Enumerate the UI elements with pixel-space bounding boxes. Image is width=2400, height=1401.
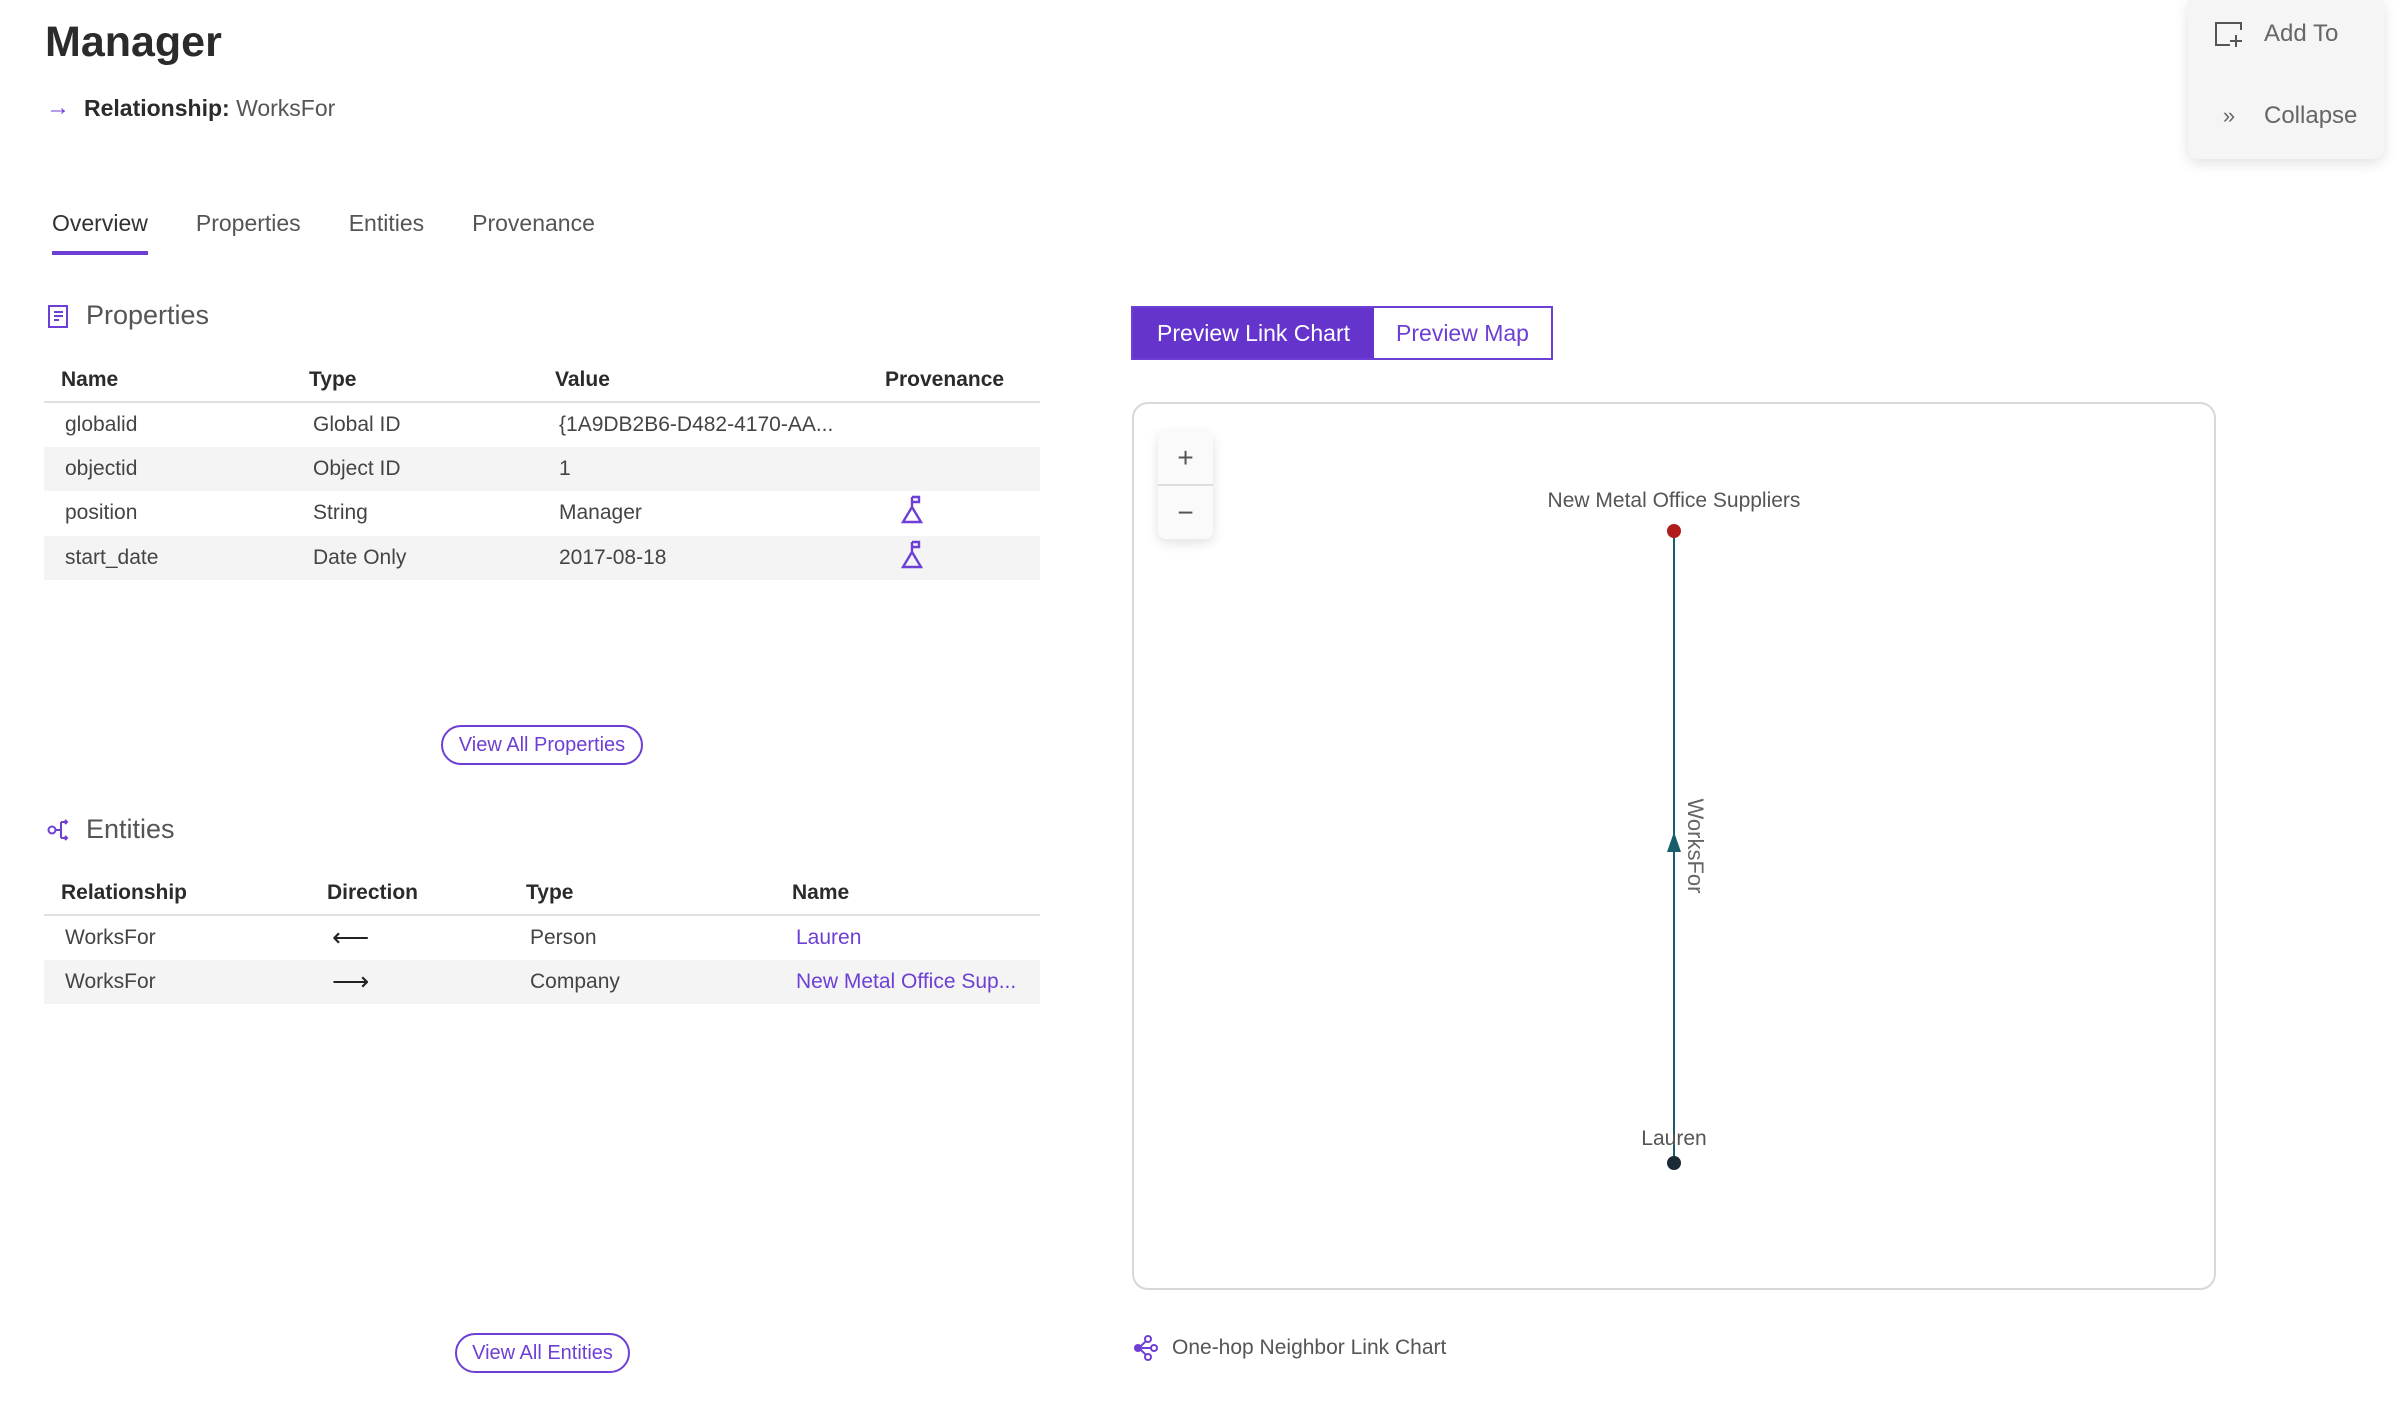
relationship-label: Relationship: bbox=[84, 94, 230, 121]
node-label-person: Lauren bbox=[1641, 1127, 1706, 1150]
entities-table: Relationship Direction Type Name WorksFo… bbox=[44, 871, 1040, 1005]
direction-arrow-icon: ⟵ bbox=[332, 922, 370, 953]
entities-icon bbox=[47, 818, 69, 841]
view-all-properties-button[interactable]: View All Properties bbox=[441, 725, 643, 765]
node-label-company: New Metal Office Suppliers bbox=[1548, 489, 1801, 512]
tab-provenance[interactable]: Provenance bbox=[472, 210, 595, 236]
column-header: Relationship bbox=[44, 871, 310, 916]
table-header: Name Type Value Provenance bbox=[44, 358, 1040, 403]
cell-relationship: WorksFor bbox=[44, 959, 310, 1005]
cell-value: {1A9DB2B6-D482-4170-AA... bbox=[559, 412, 834, 436]
properties-heading-text: Properties bbox=[86, 300, 210, 330]
properties-icon bbox=[48, 304, 68, 328]
node-company[interactable] bbox=[1667, 524, 1681, 538]
page-title: Manager bbox=[45, 18, 222, 66]
cell-value: 1 bbox=[538, 446, 868, 492]
table-row: objectid Object ID 1 bbox=[44, 446, 1040, 492]
cell-value: 2017-08-18 bbox=[538, 535, 868, 581]
column-header: Name bbox=[44, 358, 292, 403]
cell-name: globalid bbox=[65, 412, 138, 436]
tab-bar: Overview Properties Entities Provenance bbox=[52, 210, 595, 255]
cell-value: Manager bbox=[559, 501, 642, 525]
link-chart-caption: One-hop Neighbor Link Chart bbox=[1132, 1334, 1446, 1362]
tab-entities[interactable]: Entities bbox=[348, 210, 425, 236]
collapse-button[interactable]: » Collapse bbox=[2214, 102, 2358, 130]
preview-toggle: Preview Link Chart Preview Map bbox=[1131, 306, 1553, 360]
properties-heading: Properties bbox=[46, 300, 209, 331]
table-row: start_date Date Only 2017-08-18 bbox=[44, 535, 1040, 581]
double-chevron-right-icon: » bbox=[2222, 103, 2236, 128]
add-to-button[interactable]: Add To bbox=[2214, 20, 2338, 48]
cell-type: Date Only bbox=[292, 535, 538, 581]
cell-name: start_date bbox=[44, 535, 292, 581]
link-chart-icon bbox=[1134, 1335, 1158, 1361]
zoom-out-button[interactable]: − bbox=[1177, 496, 1194, 528]
entity-link[interactable]: New Metal Office Sup... bbox=[775, 959, 1040, 1005]
properties-table: Name Type Value Provenance globalid Globa… bbox=[44, 358, 1040, 581]
view-all-entities-button[interactable]: View All Entities bbox=[455, 1333, 630, 1373]
table-row: position String Manager bbox=[44, 491, 1040, 536]
cell-type: Person bbox=[530, 925, 597, 949]
table-row: WorksFor ⟶ Company New Metal Office Sup... bbox=[44, 959, 1040, 1005]
table-row: globalid Global ID {1A9DB2B6-D482-4170-AA.… bbox=[44, 402, 1040, 447]
column-header: Direction bbox=[310, 871, 509, 916]
entities-heading-text: Entities bbox=[86, 814, 175, 844]
zoom-in-button[interactable]: + bbox=[1158, 431, 1213, 486]
table-row: WorksFor ⟵ Person Lauren bbox=[44, 915, 1040, 960]
cell-type: Company bbox=[509, 959, 775, 1005]
cell-name: position bbox=[65, 501, 138, 525]
link-chart-canvas[interactable]: WorksFor New Metal Office Suppliers Laur… bbox=[1132, 402, 2216, 1290]
preview-map-button[interactable]: Preview Map bbox=[1374, 308, 1551, 358]
table-header: Relationship Direction Type Name bbox=[44, 871, 1040, 916]
preview-link-chart-button[interactable]: Preview Link Chart bbox=[1133, 308, 1374, 358]
cell-relationship: WorksFor bbox=[65, 925, 156, 949]
column-header: Type bbox=[292, 358, 538, 403]
entities-heading: Entities bbox=[46, 814, 175, 845]
collapse-label: Collapse bbox=[2264, 102, 2358, 129]
zoom-controls: + − bbox=[1158, 431, 1213, 539]
column-header: Name bbox=[775, 871, 1040, 916]
cell-type: Object ID bbox=[292, 446, 538, 492]
column-header: Value bbox=[538, 358, 868, 403]
column-header: Provenance bbox=[868, 358, 1040, 403]
column-header: Type bbox=[509, 871, 775, 916]
edge-label: WorksFor bbox=[1683, 799, 1708, 894]
provenance-icon[interactable] bbox=[898, 540, 926, 570]
edge-arrow-icon bbox=[1667, 832, 1681, 852]
relationship-subtitle: → Relationship: WorksFor bbox=[46, 94, 335, 122]
arrow-right-icon: → bbox=[46, 94, 70, 121]
node-person[interactable] bbox=[1667, 1156, 1681, 1170]
add-to-label: Add To bbox=[2264, 20, 2339, 47]
provenance-icon[interactable] bbox=[898, 495, 926, 525]
relationship-value: WorksFor bbox=[236, 94, 336, 121]
cell-type: String bbox=[313, 501, 368, 525]
action-panel: Add To » Collapse bbox=[2188, 0, 2384, 159]
cell-name: objectid bbox=[44, 446, 292, 492]
link-chart-caption-text: One-hop Neighbor Link Chart bbox=[1172, 1336, 1447, 1359]
direction-arrow-icon: ⟶ bbox=[310, 959, 509, 1005]
cell-type: Global ID bbox=[313, 412, 401, 436]
tab-overview[interactable]: Overview bbox=[52, 210, 148, 255]
entity-link[interactable]: Lauren bbox=[796, 925, 862, 949]
tab-properties[interactable]: Properties bbox=[195, 210, 301, 236]
add-to-icon bbox=[2215, 22, 2242, 47]
